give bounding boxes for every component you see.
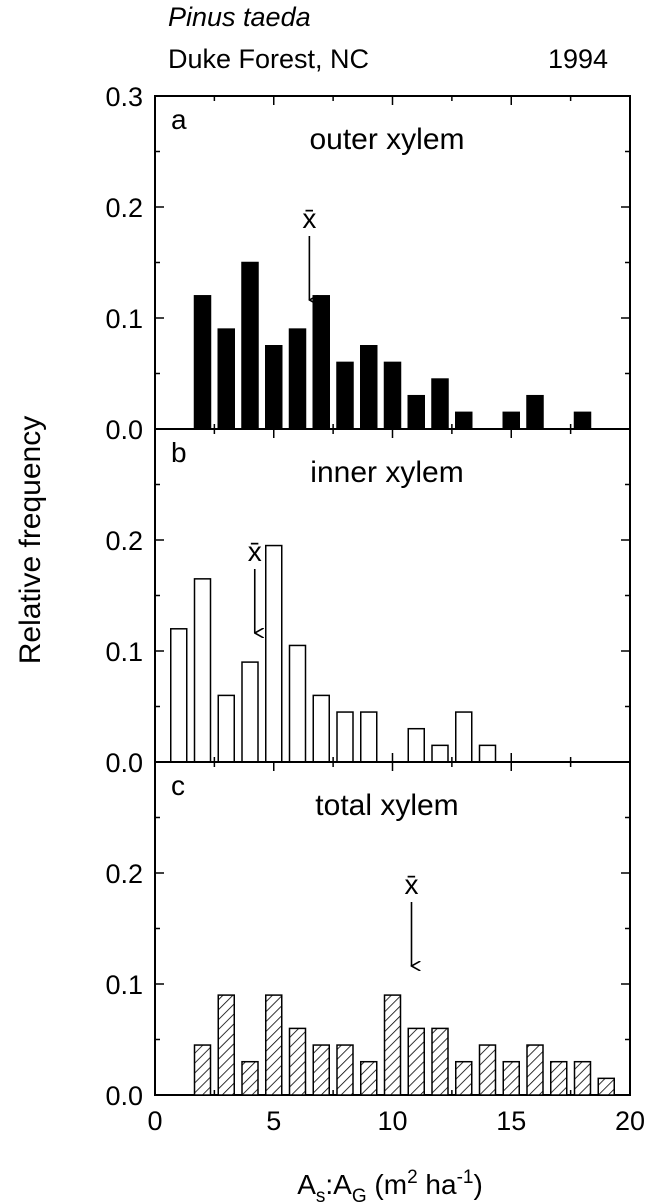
y-axis-label: Relative frequency [14,416,47,664]
y-tick-label: 0.0 [105,1081,143,1111]
bar [573,411,592,430]
mean-label: x̄ [302,203,316,234]
bar [360,1060,378,1096]
x-tick-label: 15 [496,1106,526,1136]
bar [478,744,497,763]
x-axis-label: As:AG (m2 ha-1) [297,1167,483,1204]
bar [241,661,259,763]
y-tick-label: 0.0 [105,748,143,778]
panel-letter: b [171,437,187,468]
x-tick-label: 20 [615,1106,645,1136]
bar [265,345,283,430]
y-tick-label: 0.1 [105,637,143,667]
bar [193,295,212,430]
bar [383,994,402,1096]
bar [478,1044,497,1096]
bar [383,361,402,430]
bar [217,328,235,430]
bar [312,694,330,763]
panel-b: 0.0 0.1 0.2 b inner xylem x̄ [105,428,631,778]
y-tick-label: 0.0 [105,415,143,445]
y-tick-label: 0.2 [105,526,143,556]
bar [288,1027,307,1096]
bar [217,994,235,1096]
y-tick-label: 0.2 [105,193,143,223]
mean-label: x̄ [405,869,419,900]
bar [431,1027,449,1096]
x-tick-label: 10 [377,1106,407,1136]
bar [407,1027,425,1096]
bar [597,1077,615,1096]
y-tick-label: 0.2 [105,859,143,889]
bar [360,711,378,763]
bar [573,1060,592,1096]
bar [336,1044,354,1096]
bar [360,345,378,430]
panel-title: inner xylem [310,456,463,489]
mean-label: x̄ [248,536,262,567]
site-name: Duke Forest, NC [168,44,370,74]
bar [455,711,473,763]
bar [312,295,330,430]
y-tick-label: 0.1 [105,304,143,334]
bar [455,411,473,430]
bar [431,378,449,430]
y-tick-label: 0.3 [105,82,143,112]
panel-title: total xylem [315,789,458,822]
bar [502,1060,520,1096]
bar [407,727,425,763]
bar [193,1044,212,1096]
bar [502,411,520,430]
panel-letter: c [171,770,185,801]
x-tick-label: 5 [266,1106,281,1136]
bar [288,644,307,763]
bar [336,361,354,430]
panel-c: 0.0 0.1 0.2 0 5 10 15 20 c total xylem x̄ [105,761,645,1136]
panel-letter: a [171,104,187,135]
year-label: 1994 [548,44,609,74]
bar [336,711,354,763]
bar [217,694,235,763]
bar [312,1044,330,1096]
bar [265,994,283,1096]
bar [265,544,283,763]
x-tick-label: 0 [147,1106,162,1136]
bar [526,1044,544,1096]
bar [241,261,259,430]
bar [170,628,188,763]
bar [193,578,212,763]
panel-a: 0.0 0.1 0.2 0.3 a outer xylem x̄ [105,82,631,445]
bar [455,1060,473,1096]
bar [550,1060,568,1096]
species-name: Pinus taeda [168,2,311,32]
panel-title: outer xylem [309,123,464,156]
bar [288,328,307,430]
y-tick-label: 0.1 [105,970,143,1000]
bar [241,1060,259,1096]
bar [407,394,425,430]
bar [431,744,449,763]
bar [526,394,544,430]
